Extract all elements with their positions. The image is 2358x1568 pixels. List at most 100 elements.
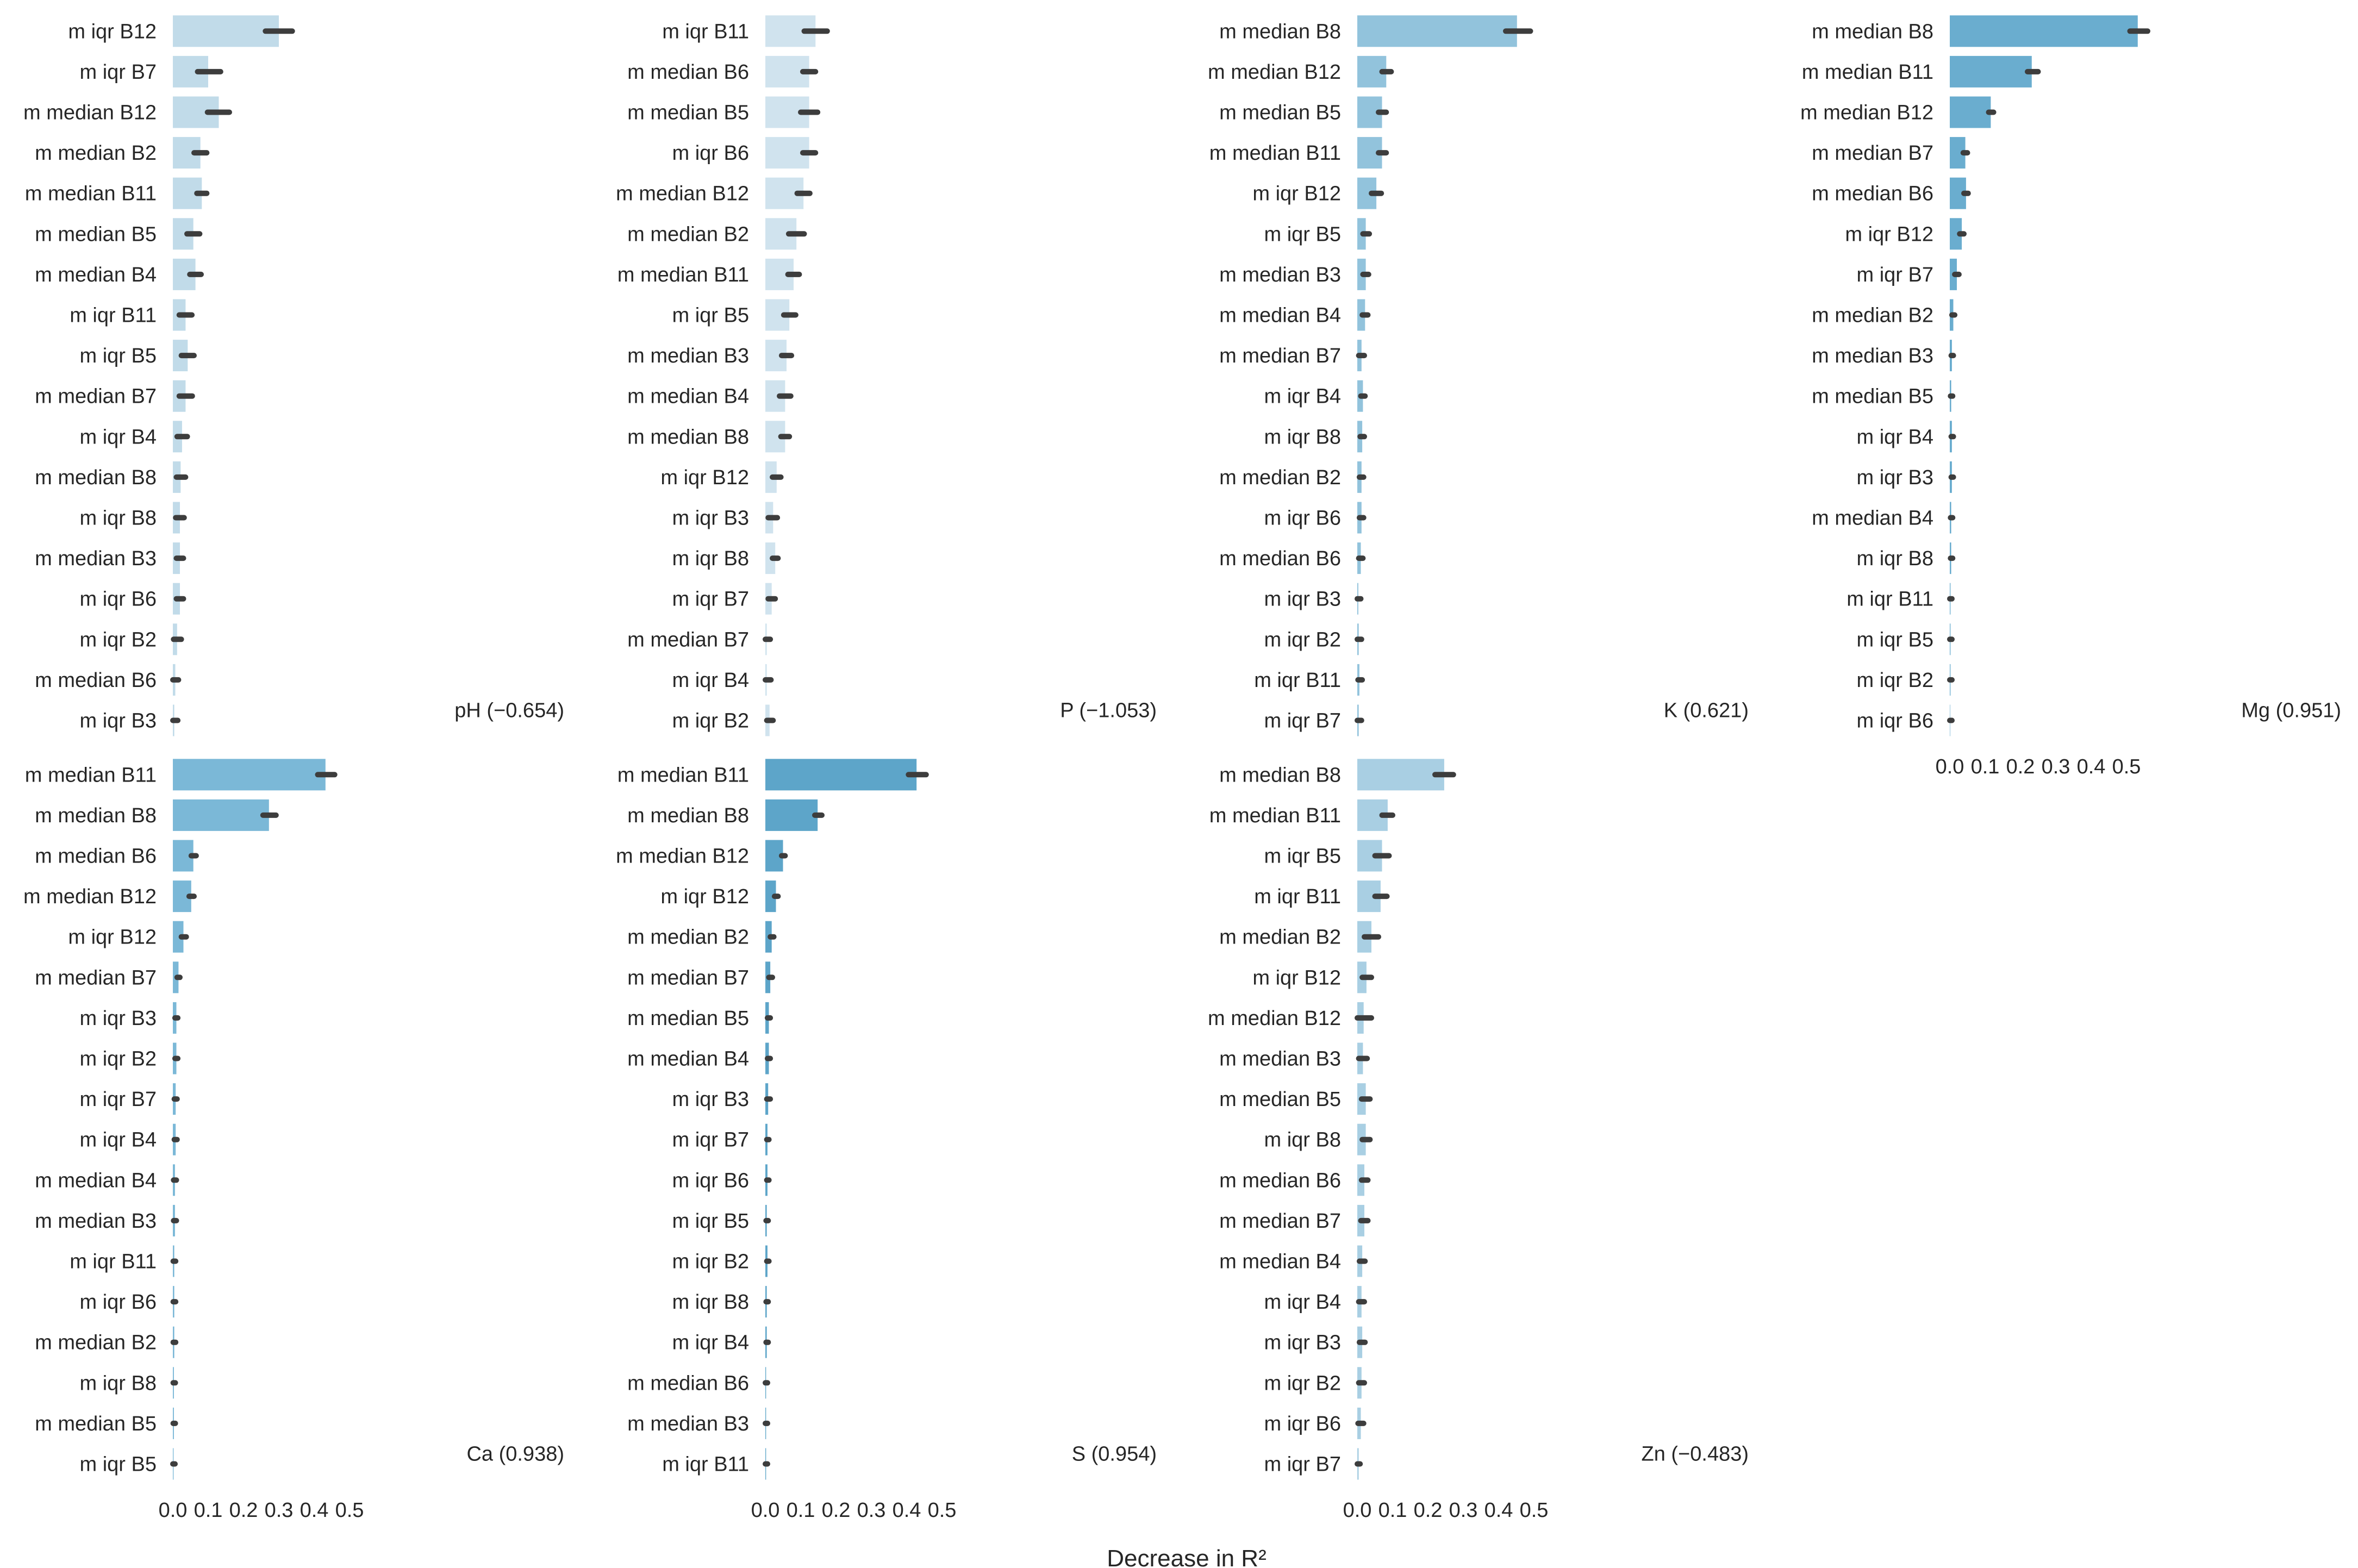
- category-label: m median B8: [1219, 764, 1341, 786]
- x-tick-label: 0.3: [2042, 755, 2070, 778]
- x-tick-label: 0.0: [751, 1499, 780, 1522]
- category-label: m iqr B4: [80, 1129, 157, 1152]
- panel-5: m median B11 m median B8 m median B6 m medi…: [23, 759, 564, 1522]
- category-label: m iqr B11: [1254, 885, 1341, 908]
- category-label: m median B7: [627, 628, 749, 651]
- category-label: m iqr B7: [80, 1088, 157, 1111]
- category-label: m iqr B2: [672, 1251, 749, 1273]
- category-label: m median B3: [627, 345, 749, 367]
- category-label: m iqr B3: [672, 507, 749, 530]
- category-label: m median B6: [627, 1372, 749, 1395]
- category-label: m iqr B5: [80, 1453, 157, 1476]
- category-label: m median B2: [627, 926, 749, 949]
- category-label: m iqr B12: [1845, 223, 1933, 246]
- x-tick-label: 0.1: [1971, 755, 2000, 778]
- category-label: m median B8: [1219, 20, 1341, 43]
- panel-title: Zn (−0.483): [1642, 1443, 1749, 1466]
- category-label: m median B3: [35, 547, 157, 570]
- category-label: m median B7: [35, 385, 157, 408]
- panel-title: S (0.954): [1072, 1443, 1157, 1466]
- x-tick-label: 0.1: [1378, 1499, 1407, 1522]
- category-label: m median B8: [627, 426, 749, 448]
- category-label: m iqr B8: [672, 1291, 749, 1314]
- category-label: m iqr B12: [1252, 183, 1341, 205]
- category-label: m iqr B3: [1264, 1332, 1341, 1354]
- category-label: m iqr B3: [80, 710, 157, 733]
- category-label: m median B11: [617, 264, 749, 286]
- category-label: m iqr B2: [672, 710, 749, 733]
- x-tick-label: 0.2: [1414, 1499, 1443, 1522]
- panel-title: pH (−0.654): [454, 699, 564, 722]
- category-label: m iqr B11: [662, 20, 749, 43]
- category-label: m median B11: [1802, 61, 1933, 84]
- category-label: m iqr B11: [70, 1251, 157, 1273]
- category-label: m iqr B6: [672, 1169, 749, 1192]
- category-label: m median B2: [1219, 466, 1341, 489]
- category-label: m median B12: [23, 885, 157, 908]
- category-label: m median B8: [35, 804, 157, 827]
- category-label: m iqr B12: [68, 20, 157, 43]
- bar: [173, 15, 279, 47]
- bar: [765, 799, 818, 831]
- category-label: m median B5: [1812, 385, 1933, 408]
- category-label: m median B7: [1812, 142, 1933, 165]
- category-label: m iqr B8: [80, 1372, 157, 1395]
- category-label: m iqr B4: [672, 1332, 749, 1354]
- x-tick-label: 0.4: [1484, 1499, 1513, 1522]
- category-label: m iqr B6: [672, 142, 749, 165]
- category-label: m median B4: [1812, 507, 1933, 530]
- category-label: m iqr B4: [1264, 1291, 1341, 1314]
- category-label: m iqr B7: [80, 61, 157, 84]
- x-tick-label: 0.2: [229, 1499, 258, 1522]
- category-label: m median B12: [616, 845, 749, 868]
- category-label: m median B7: [1219, 345, 1341, 367]
- category-label: m median B11: [1209, 142, 1341, 165]
- category-label: m iqr B6: [80, 588, 157, 611]
- category-label: m median B5: [35, 1413, 157, 1435]
- x-tick-label: 0.2: [2006, 755, 2035, 778]
- category-label: m median B7: [35, 966, 157, 989]
- x-tick-label: 0.5: [2112, 755, 2141, 778]
- category-label: m median B6: [35, 669, 157, 692]
- category-label: m median B2: [35, 1332, 157, 1354]
- panel-title: Ca (0.938): [466, 1443, 564, 1466]
- category-label: m iqr B3: [1857, 466, 1933, 489]
- bar: [765, 880, 776, 913]
- x-tick-label: 0.0: [1936, 755, 1964, 778]
- x-tick-label: 0.1: [194, 1499, 223, 1522]
- bar: [1950, 15, 2138, 47]
- category-label: m iqr B2: [80, 1048, 157, 1071]
- panel-6: m median B11 m median B8 m median B12 m iqr…: [616, 759, 1157, 1522]
- category-label: m median B6: [1219, 1169, 1341, 1192]
- category-label: m median B7: [627, 966, 749, 989]
- category-label: m iqr B7: [672, 588, 749, 611]
- category-label: m iqr B12: [660, 466, 749, 489]
- bar: [1950, 218, 1962, 250]
- bar: [173, 799, 269, 831]
- bar: [1950, 55, 2032, 88]
- x-tick-label: 0.5: [1520, 1499, 1549, 1522]
- category-label: m median B11: [25, 183, 157, 205]
- panel-3: m median B8 m median B12 m median B5 m medi…: [1208, 15, 1749, 736]
- category-label: m iqr B2: [80, 628, 157, 651]
- category-label: m iqr B4: [672, 669, 749, 692]
- category-label: m median B4: [1219, 1251, 1341, 1273]
- category-label: m median B7: [1219, 1210, 1341, 1233]
- category-label: m iqr B6: [1264, 1413, 1341, 1435]
- x-tick-label: 0.5: [335, 1499, 364, 1522]
- x-tick-label: 0.0: [159, 1499, 188, 1522]
- category-label: m iqr B6: [80, 1291, 157, 1314]
- panel-title: P (−1.053): [1060, 699, 1157, 722]
- category-label: m iqr B7: [672, 1129, 749, 1152]
- bar: [173, 921, 184, 953]
- category-label: m median B11: [617, 764, 749, 786]
- category-label: m median B6: [1812, 183, 1933, 205]
- category-label: m median B5: [1219, 102, 1341, 124]
- category-label: m iqr B8: [1857, 547, 1933, 570]
- category-label: m iqr B7: [1857, 264, 1933, 286]
- category-label: m median B3: [35, 1210, 157, 1233]
- x-tick-label: 0.3: [265, 1499, 294, 1522]
- category-label: m iqr B3: [672, 1088, 749, 1111]
- category-label: m iqr B5: [1857, 628, 1933, 651]
